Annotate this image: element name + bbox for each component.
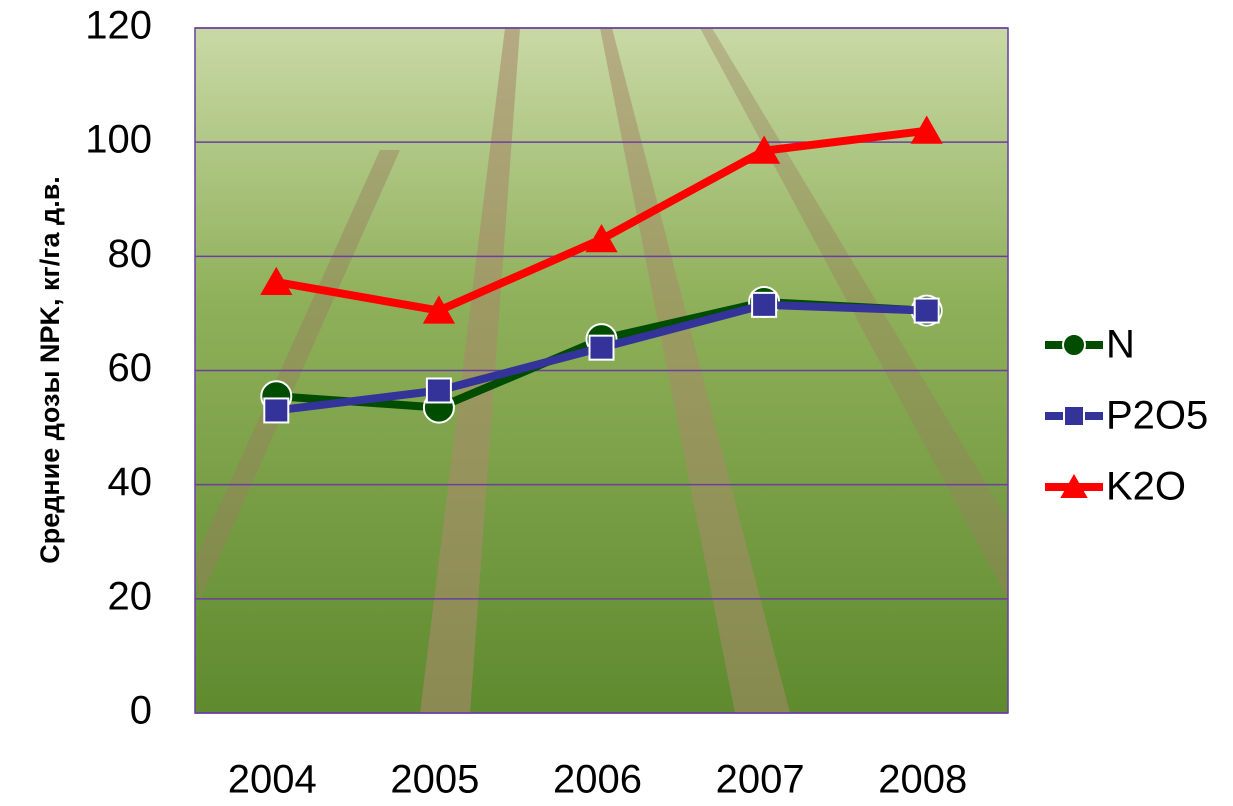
marker xyxy=(915,299,939,323)
y-tick-label: 0 xyxy=(130,689,152,733)
marker xyxy=(427,378,451,402)
legend-label: N xyxy=(1106,323,1135,367)
chart: Средние дозы NPK, кг/га д.в. 0 20 40 60 80 10… xyxy=(0,0,1233,806)
x-tick-label: 2006 xyxy=(553,758,642,802)
x-tick-label: 2004 xyxy=(228,758,317,802)
marker xyxy=(752,293,776,317)
y-tick-label: 20 xyxy=(108,574,153,618)
y-tick-label: 60 xyxy=(108,346,153,390)
y-tick-label: 100 xyxy=(85,118,152,162)
y-tick-label: 40 xyxy=(108,460,153,504)
marker xyxy=(264,398,288,422)
y-tick-label: 80 xyxy=(108,232,153,276)
y-axis-label: Средние дозы NPK, кг/га д.в. xyxy=(35,176,65,564)
legend-marker xyxy=(1063,334,1085,356)
x-tick-label: 2008 xyxy=(878,758,967,802)
legend-label: K2O xyxy=(1106,465,1186,509)
legend-label: P2O5 xyxy=(1106,394,1208,438)
x-tick-label: 2005 xyxy=(390,758,479,802)
x-tick-label: 2007 xyxy=(716,758,805,802)
marker xyxy=(590,336,614,360)
legend-marker xyxy=(1064,406,1084,426)
y-tick-label: 120 xyxy=(85,4,152,48)
